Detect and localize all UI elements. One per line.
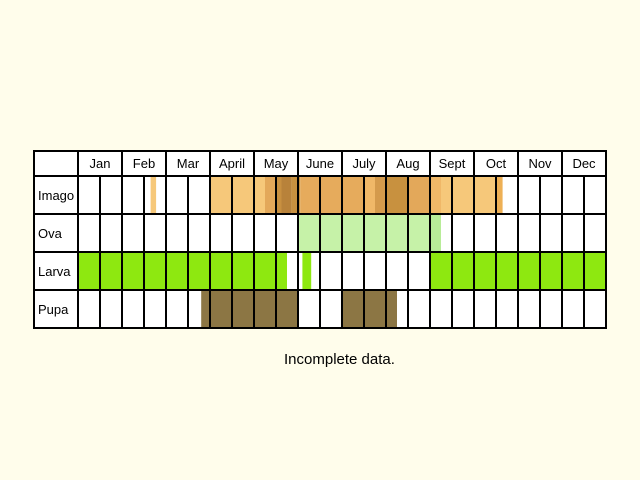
note-text: Incomplete data.: [284, 351, 395, 368]
month-label-may: May: [264, 156, 289, 171]
month-label-dec: Dec: [572, 156, 596, 171]
segment-imago-12: [441, 176, 496, 214]
segment-imago-1: [210, 176, 265, 214]
row-label-larva: Larva: [38, 264, 71, 279]
month-label-june: June: [306, 156, 334, 171]
month-label-aug: Aug: [396, 156, 419, 171]
segment-imago-6: [300, 176, 364, 214]
segment-imago-11: [430, 176, 441, 214]
month-label-mar: Mar: [177, 156, 200, 171]
month-label-april: April: [219, 156, 245, 171]
segment-imago-4: [281, 176, 292, 214]
month-label-sept: Sept: [439, 156, 466, 171]
segment-imago-3: [276, 176, 282, 214]
segment-pupa-0: [201, 290, 298, 328]
row-label-imago: Imago: [38, 188, 74, 203]
segment-imago-7: [364, 176, 375, 214]
segment-imago-9: [386, 176, 408, 214]
segment-ova-1: [430, 214, 441, 252]
month-label-nov: Nov: [528, 156, 552, 171]
month-label-feb: Feb: [133, 156, 155, 171]
month-label-jan: Jan: [90, 156, 111, 171]
segment-larva-1: [302, 252, 312, 290]
segment-imago-0: [150, 176, 157, 214]
segment-imago-13: [496, 176, 503, 214]
row-label-pupa: Pupa: [38, 302, 69, 317]
month-label-july: July: [352, 156, 376, 171]
row-label-ova: Ova: [38, 226, 63, 241]
month-label-oct: Oct: [486, 156, 507, 171]
segment-larva-0: [78, 252, 287, 290]
segment-imago-5: [291, 176, 301, 214]
segment-imago-2: [265, 176, 276, 214]
segment-imago-8: [375, 176, 386, 214]
table-border: [33, 150, 607, 329]
segment-pupa-1: [342, 290, 397, 328]
segment-imago-10: [408, 176, 430, 214]
